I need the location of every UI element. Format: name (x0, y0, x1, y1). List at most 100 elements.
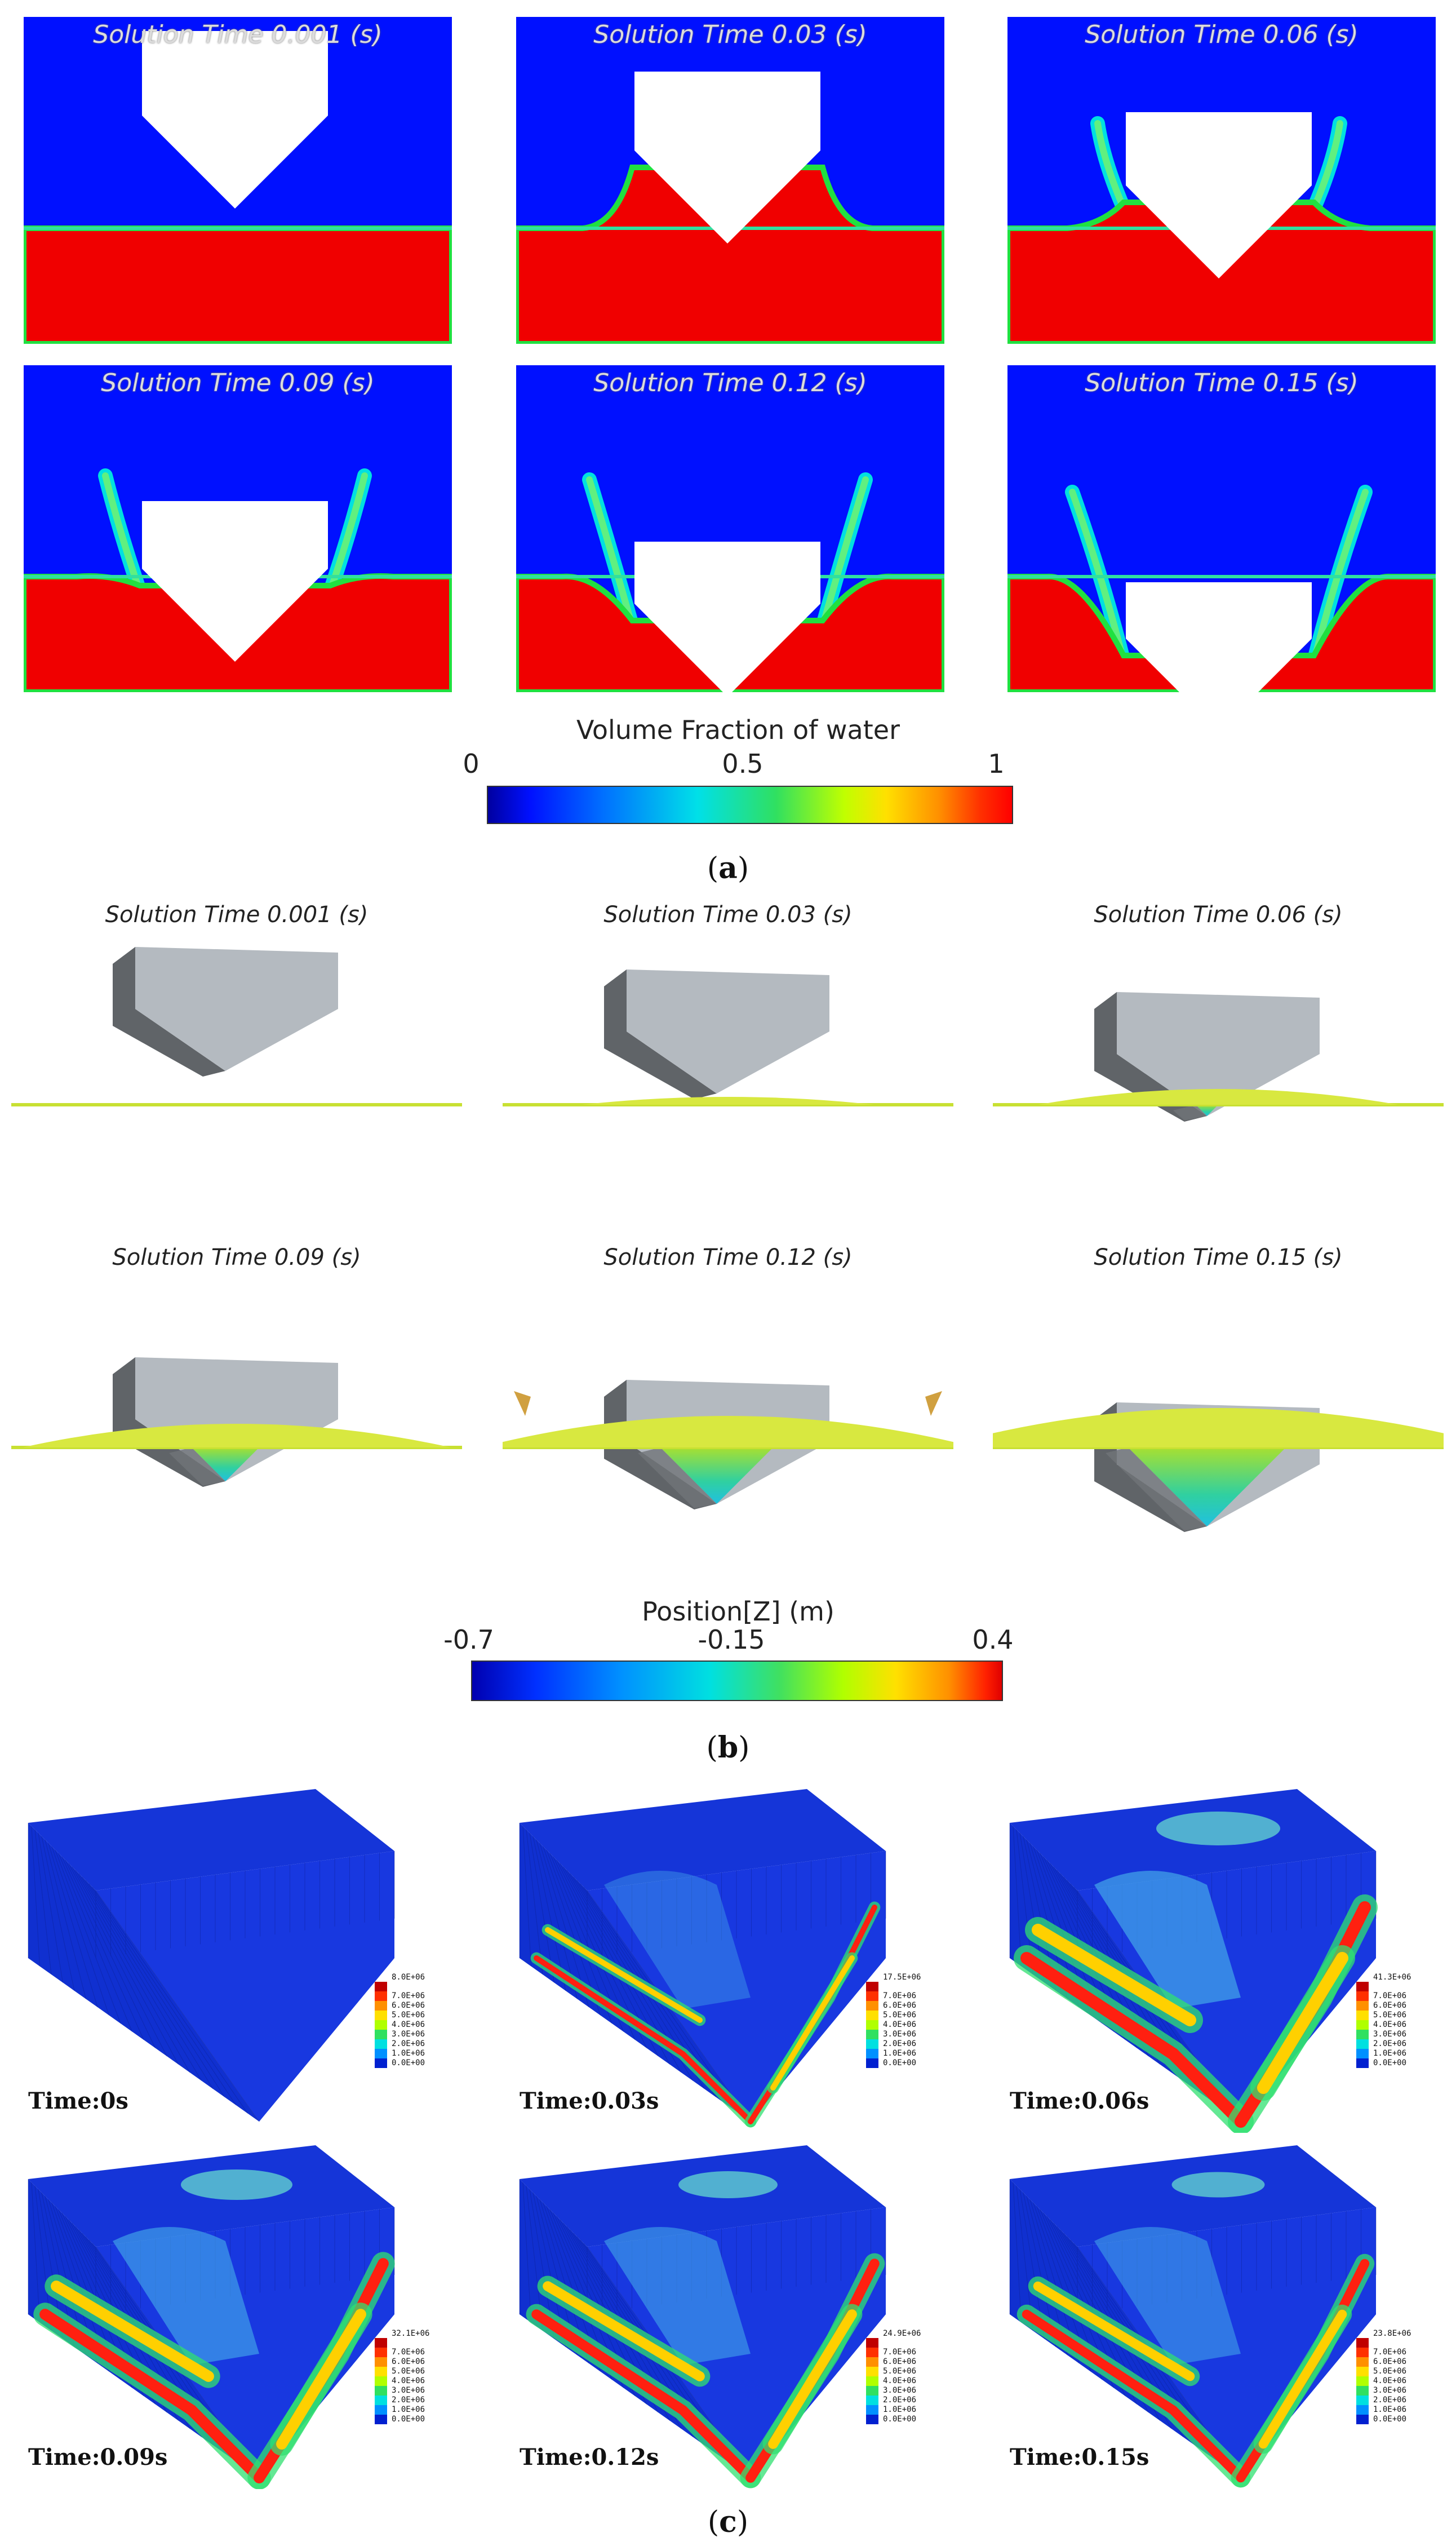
free-surface-scene (11, 1357, 462, 1487)
vof-panel: Solution Time 0.03 (s) (516, 17, 944, 344)
stress-panel: 41.3E+06 7.0E+06 6.0E+06 5.0E+06 4.0E+06 3.0E… (1004, 1772, 1455, 2133)
stress-legend-max: 32.1E+06 (392, 2329, 430, 2338)
stress-legend: 23.8E+06 7.0E+06 6.0E+06 5.0E+06 4.0E+06 3.0E… (1356, 2329, 1446, 2427)
stress-legend-swatch (375, 1991, 387, 2001)
stress-legend-tick: 3.0E+06 (392, 2386, 425, 2395)
stress-legend-swatch (375, 2348, 387, 2357)
time-label: Time:0.09s (28, 2444, 168, 2470)
stress-legend-swatch (866, 2030, 878, 2039)
solution-time-label: Solution Time 0.09 (s) (101, 369, 375, 397)
stress-legend-tick: 1.0E+06 (883, 2049, 917, 2058)
stress-legend-swatch (866, 2348, 878, 2357)
free-surface-panel: Solution Time 0.03 (s) (503, 902, 953, 1206)
caption-b-letter: b (717, 1730, 739, 1765)
stress-legend-tick: 2.0E+06 (883, 2039, 917, 2048)
stress-legend-swatch (1356, 2058, 1369, 2068)
stress-mesh (1009, 1789, 1378, 2133)
solution-time-label: Solution Time 0.09 (s) (112, 1245, 361, 1270)
stress-legend-tick: 4.0E+06 (1373, 2020, 1407, 2029)
stress-legend-swatch (866, 2001, 878, 2011)
stress-legend-tick: 4.0E+06 (392, 2020, 425, 2029)
vof-panel: Solution Time 0.09 (s) (24, 365, 452, 692)
vof-field (1007, 365, 1436, 692)
stress-legend-tick: 4.0E+06 (883, 2376, 917, 2385)
solution-time-label: Solution Time 0.06 (s) (1085, 20, 1359, 49)
stress-legend-tick: 4.0E+06 (883, 2020, 917, 2029)
stress-legend-swatch (1356, 2396, 1369, 2405)
stress-panel: 8.0E+06 7.0E+06 6.0E+06 5.0E+06 4.0E+06 3.0E+… (23, 1772, 473, 2133)
vof-field (1007, 17, 1436, 344)
stress-legend-swatch (866, 2039, 878, 2049)
stress-legend: 24.9E+06 7.0E+06 6.0E+06 5.0E+06 4.0E+06 3.0E… (866, 2329, 956, 2427)
stress-mesh (519, 1789, 886, 2128)
stress-legend-swatch (375, 2039, 387, 2049)
stress-legend-tick: 1.0E+06 (392, 2405, 425, 2414)
stress-legend-swatch (375, 2011, 387, 2020)
colorbar-a-title: Volume Fraction of water (576, 715, 900, 745)
free-surface-scene (503, 1380, 953, 1509)
stress-legend-swatch (1356, 2348, 1369, 2357)
stress-legend-tick: 0.0E+00 (392, 2058, 425, 2067)
stress-panel: 24.9E+06 7.0E+06 6.0E+06 5.0E+06 4.0E+06 3.0E… (514, 2128, 965, 2489)
stress-legend-tick: 3.0E+06 (1373, 2386, 1407, 2395)
stress-legend-swatch (866, 2386, 878, 2396)
free-surface-panel: Solution Time 0.12 (s) (503, 1245, 953, 1549)
free-surface-panel: Solution Time 0.06 (s) (993, 902, 1444, 1206)
stress-legend-swatch (866, 2415, 878, 2424)
free-surface-scene (11, 947, 462, 1106)
time-label: Time:0.06s (1010, 2088, 1149, 2114)
free-surface-scene (993, 992, 1444, 1122)
stress-legend-swatch (1356, 2020, 1369, 2030)
stress-legend-swatch (866, 2338, 878, 2348)
stress-legend: 41.3E+06 7.0E+06 6.0E+06 5.0E+06 4.0E+06 3.0E… (1356, 1973, 1446, 2071)
solution-time-label: Solution Time 0.15 (s) (1094, 1245, 1343, 1270)
stress-legend-swatch (1356, 2049, 1369, 2058)
stress-legend-swatch (375, 2405, 387, 2415)
stress-legend-tick: 4.0E+06 (1373, 2376, 1407, 2385)
stress-legend-swatch (375, 2396, 387, 2405)
solution-time-label: Solution Time 0.06 (s) (1094, 902, 1343, 928)
stress-legend-tick: 1.0E+06 (883, 2405, 917, 2414)
colorbar-a (487, 786, 1013, 824)
stress-legend-swatch (866, 1991, 878, 2001)
stress-legend-swatch (375, 2415, 387, 2424)
free-surface-scene (503, 969, 953, 1106)
stress-legend-tick: 2.0E+06 (392, 2396, 425, 2405)
solution-time-label: Solution Time 0.03 (s) (593, 20, 867, 49)
stress-legend-swatch (866, 2020, 878, 2030)
stress-mesh (1009, 2145, 1377, 2488)
stress-legend-swatch (375, 2001, 387, 2011)
stress-legend-swatch (1356, 2405, 1369, 2415)
stress-legend-tick: 5.0E+06 (392, 2011, 425, 2020)
vof-panel: Solution Time 0.15 (s) (1007, 365, 1436, 692)
stress-legend: 8.0E+06 7.0E+06 6.0E+06 5.0E+06 4.0E+06 3.0E+… (375, 1973, 465, 2071)
solution-time-label: Solution Time 0.001 (s) (93, 20, 383, 49)
stress-legend-swatch (866, 2367, 878, 2376)
stress-legend-swatch (1356, 2386, 1369, 2396)
colorbar-b-max: 0.4 (972, 1624, 1014, 1655)
stress-legend-tick: 1.0E+06 (392, 2049, 425, 2058)
stress-legend-swatch (1356, 2001, 1369, 2011)
stress-legend-tick: 7.0E+06 (883, 2348, 917, 2357)
stress-legend-swatch (375, 2020, 387, 2030)
stress-mesh (28, 1789, 395, 2122)
stress-legend-tick: 6.0E+06 (1373, 2001, 1407, 2010)
vof-field (24, 365, 452, 692)
stress-legend-tick: 2.0E+06 (1373, 2039, 1407, 2048)
stress-panel: 17.5E+06 7.0E+06 6.0E+06 5.0E+06 4.0E+06 3.0E… (514, 1772, 965, 2133)
stress-legend-tick: 0.0E+00 (883, 2415, 917, 2424)
stress-legend-tick: 0.0E+00 (1373, 2058, 1407, 2067)
stress-legend-tick: 6.0E+06 (392, 2001, 425, 2010)
stress-legend-tick: 7.0E+06 (1373, 1991, 1407, 2000)
stress-legend-swatch (375, 2357, 387, 2367)
vof-field (516, 365, 944, 692)
stress-legend-tick: 5.0E+06 (883, 2367, 917, 2376)
stress-legend-swatch (375, 1982, 387, 1991)
stress-legend-swatch (375, 2030, 387, 2039)
stress-legend-swatch (375, 2386, 387, 2396)
free-surface-panel: Solution Time 0.09 (s) (11, 1245, 462, 1549)
stress-legend-tick: 6.0E+06 (883, 2001, 917, 2010)
stress-legend-swatch (866, 1982, 878, 1991)
solution-time-label: Solution Time 0.15 (s) (1085, 369, 1359, 397)
stress-legend-swatch (1356, 1991, 1369, 2001)
